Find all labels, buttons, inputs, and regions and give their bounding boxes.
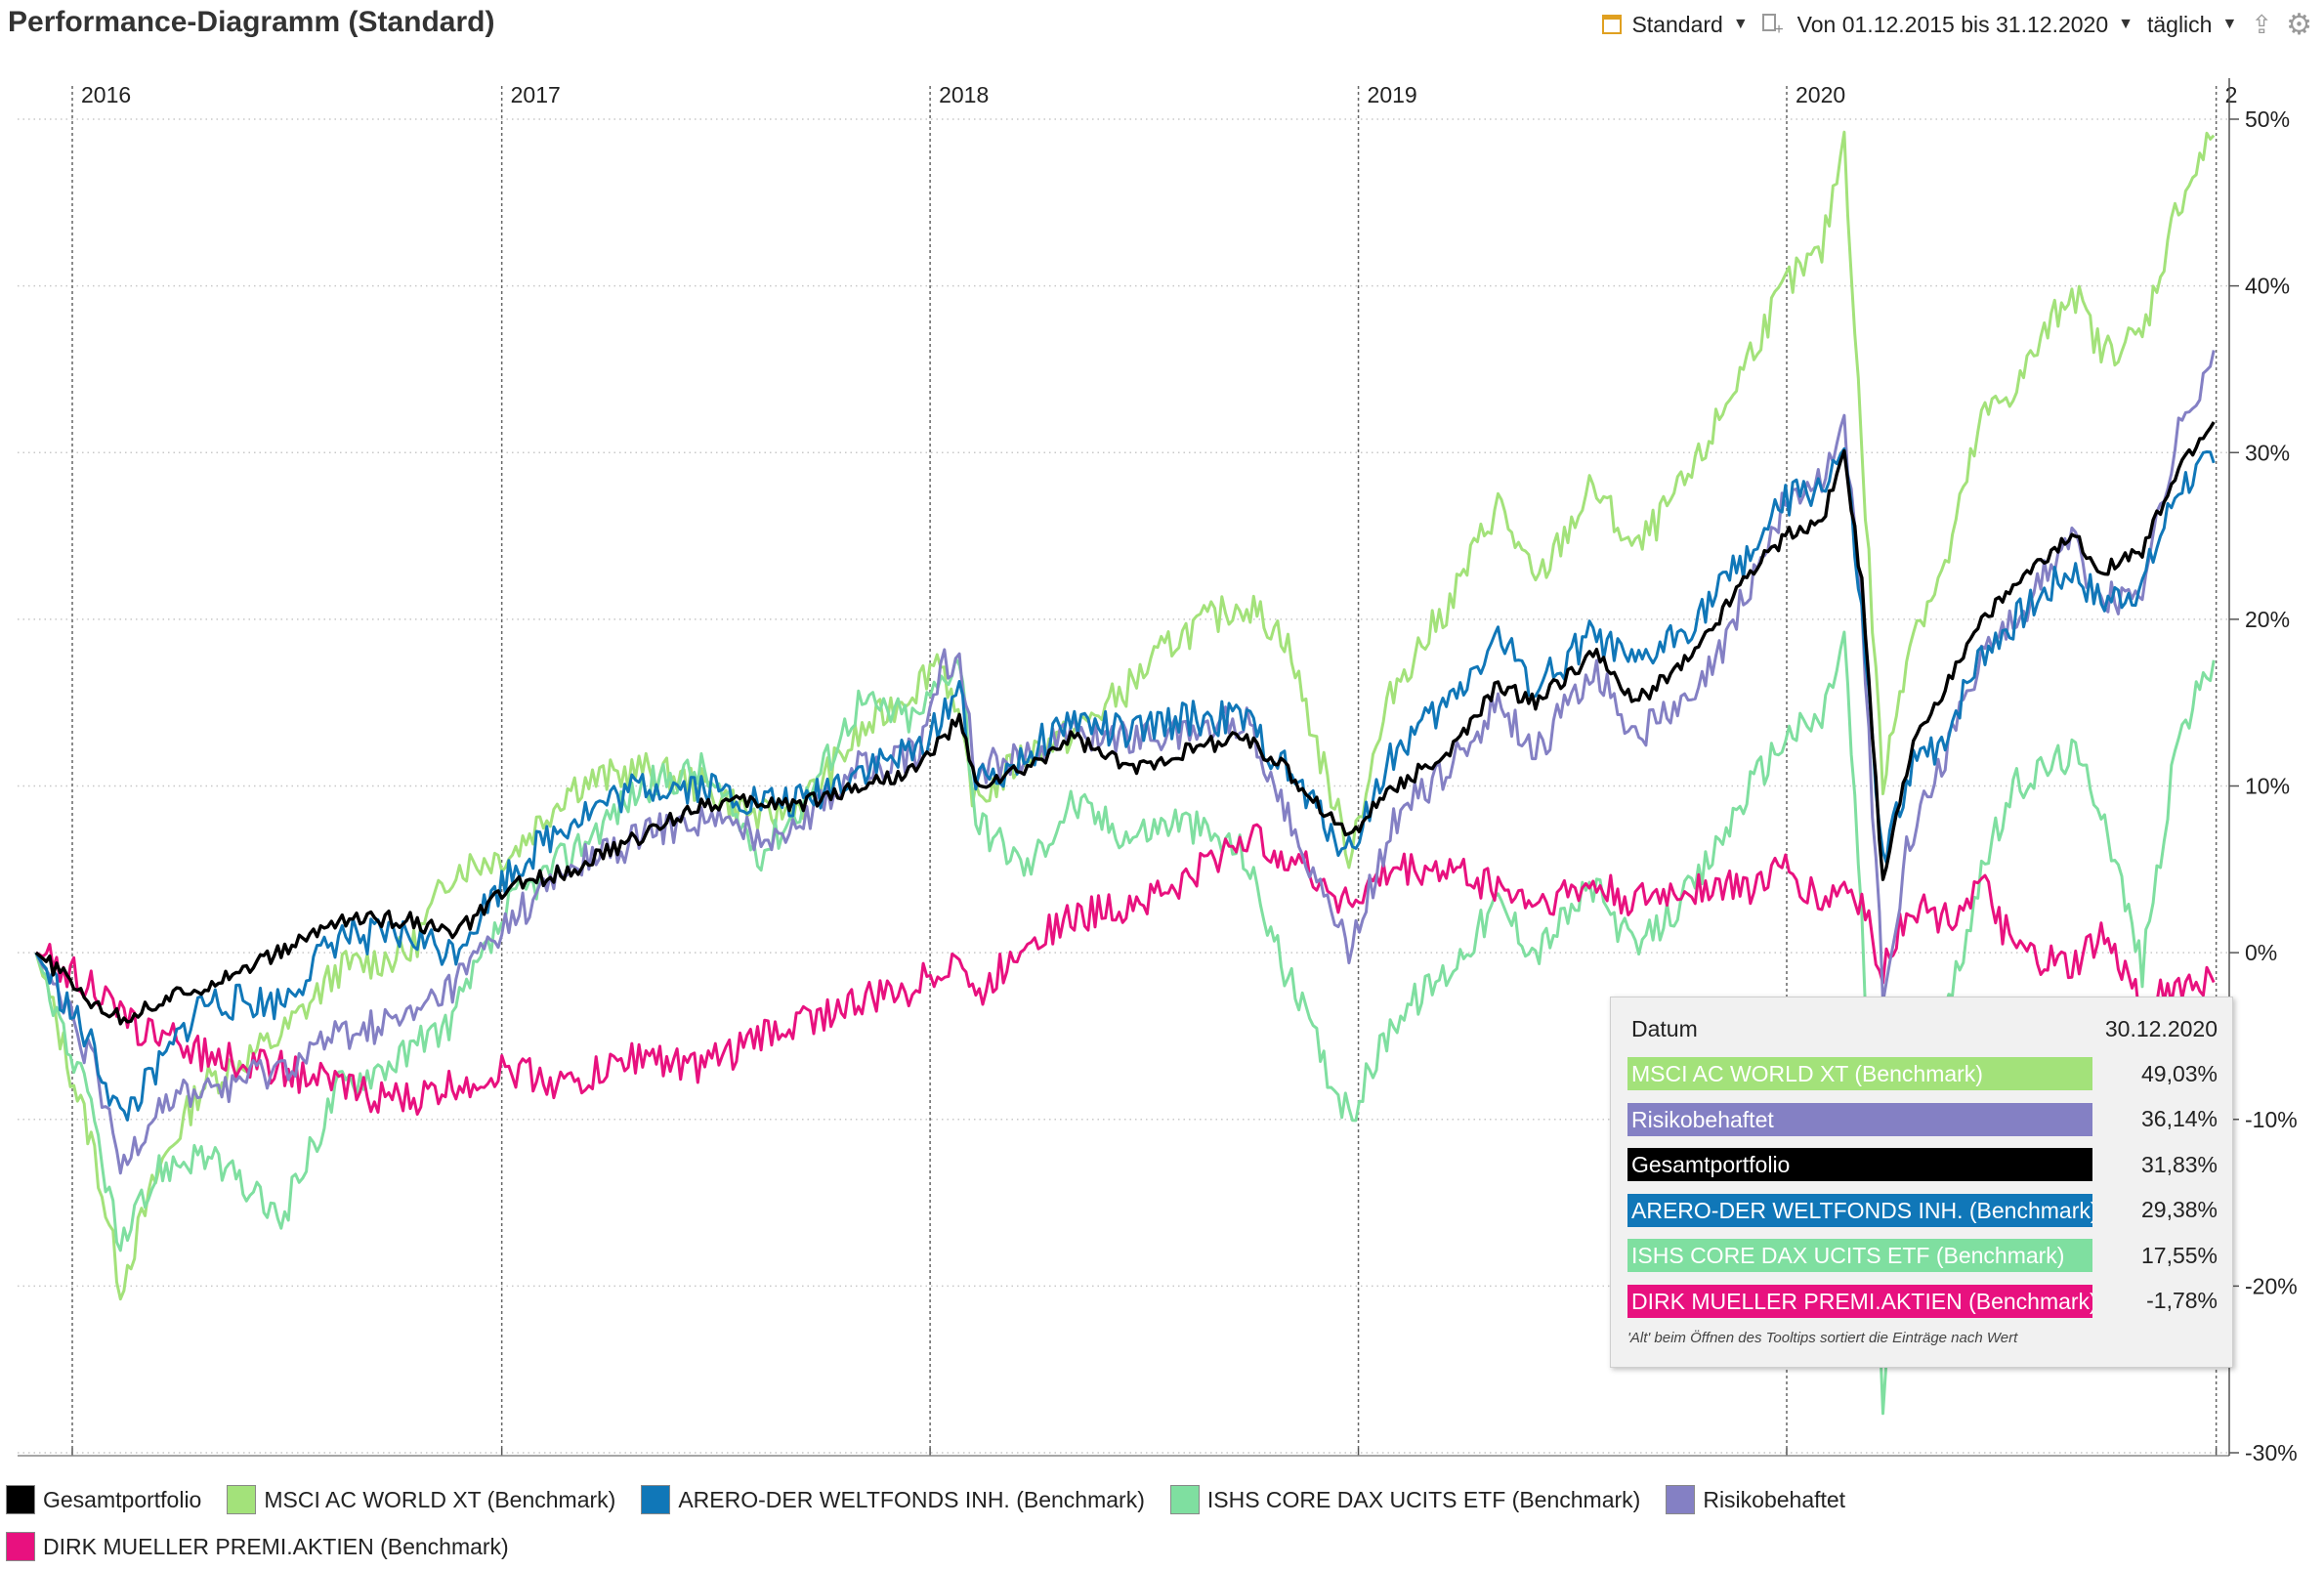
series-line-dirk[interactable] bbox=[35, 823, 2216, 1116]
legend-label: ARERO-DER WELTFONDS INH. (Benchmark) bbox=[678, 1486, 1145, 1512]
legend-item[interactable]: Gesamtportfolio bbox=[6, 1483, 201, 1516]
tooltip-row: DIRK MUELLER PREMI.AKTIEN (Benchmark) -1,… bbox=[1627, 1284, 2218, 1319]
y-tick-label: 30% bbox=[2245, 440, 2290, 465]
legend-label: Risikobehaftet bbox=[1703, 1486, 1846, 1512]
x-tick-label: 2016 bbox=[81, 82, 131, 107]
chevron-down-icon: ▼ bbox=[2118, 16, 2134, 32]
x-axis: 2016 2017 2018 2019 2020 2 bbox=[18, 82, 2238, 1457]
tooltip-row: ARERO-DER WELTFONDS INH. (Benchmark) 29,3… bbox=[1627, 1193, 2218, 1228]
value-tooltip: Datum 30.12.2020 MSCI AC WORLD XT (Bench… bbox=[1610, 997, 2233, 1368]
interval-dropdown[interactable]: täglich ▼ bbox=[2147, 12, 2237, 38]
x-tick-label: 2017 bbox=[511, 82, 561, 107]
preset-dropdown[interactable]: Standard ▼ bbox=[1602, 11, 1749, 38]
tooltip-note: 'Alt' beim Öffnen des Tooltips sortiert … bbox=[1627, 1330, 2018, 1346]
legend-item[interactable]: ARERO-DER WELTFONDS INH. (Benchmark) bbox=[641, 1483, 1145, 1516]
tooltip-date-label: Datum bbox=[1631, 1016, 1698, 1041]
series-line-risiko[interactable] bbox=[34, 350, 2216, 1175]
preset-label: Standard bbox=[1631, 11, 1723, 37]
page-title: Performance-Diagramm (Standard) bbox=[8, 6, 495, 38]
upload-icon[interactable]: ⇪ bbox=[2251, 9, 2273, 39]
legend-item[interactable]: DIRK MUELLER PREMI.AKTIEN (Benchmark) bbox=[6, 1530, 509, 1563]
tooltip-date-row: Datum 30.12.2020 bbox=[1627, 1011, 2218, 1046]
tooltip-series-value: 17,55% bbox=[2140, 1242, 2218, 1268]
chart-toolbar: Standard ▼ Von 01.12.2015 bis 31.12.2020… bbox=[1602, 8, 2312, 41]
gear-icon[interactable]: ⚙ bbox=[2286, 8, 2312, 41]
y-tick-label: 20% bbox=[2245, 607, 2290, 632]
tooltip-series-value: 36,14% bbox=[2140, 1106, 2218, 1131]
legend-item[interactable]: ISHS CORE DAX UCITS ETF (Benchmark) bbox=[1169, 1483, 1641, 1516]
chevron-down-icon: ▼ bbox=[2221, 16, 2238, 32]
legend-label: ISHS CORE DAX UCITS ETF (Benchmark) bbox=[1206, 1486, 1641, 1512]
tooltip-series-label: MSCI AC WORLD XT (Benchmark) bbox=[1627, 1057, 2092, 1090]
interval-label: täglich bbox=[2146, 11, 2213, 37]
legend-swatch bbox=[6, 1532, 35, 1561]
legend-swatch bbox=[1666, 1485, 1696, 1514]
tooltip-row: Gesamtportfolio 31,83% bbox=[1627, 1147, 2218, 1182]
x-tick-label: 2019 bbox=[1368, 82, 1417, 107]
tooltip-series-label: Risikobehaftet bbox=[1627, 1102, 2092, 1136]
tooltip-series-label: Gesamtportfolio bbox=[1627, 1148, 2092, 1181]
legend-label: DIRK MUELLER PREMI.AKTIEN (Benchmark) bbox=[43, 1533, 509, 1559]
y-tick-label: -30% bbox=[2245, 1440, 2298, 1465]
chevron-down-icon: ▼ bbox=[1732, 16, 1749, 32]
y-tick-label: -20% bbox=[2245, 1273, 2298, 1298]
legend-swatch bbox=[641, 1485, 671, 1514]
tooltip-series-value: 31,83% bbox=[2140, 1151, 2218, 1177]
series-line-gesamt[interactable] bbox=[34, 421, 2216, 1026]
tooltip-row: Risikobehaftet 36,14% bbox=[1627, 1102, 2218, 1137]
y-tick-label: 50% bbox=[2245, 106, 2290, 132]
series-lines bbox=[34, 130, 2216, 1416]
add-window-icon[interactable] bbox=[1761, 14, 1784, 39]
legend-item[interactable]: Risikobehaftet bbox=[1666, 1483, 1845, 1516]
tooltip-series-value: -1,78% bbox=[2146, 1288, 2218, 1313]
y-tick-label: 0% bbox=[2245, 940, 2277, 965]
tooltip-series-label: ARERO-DER WELTFONDS INH. (Benchmark) bbox=[1627, 1193, 2092, 1227]
period-dropdown[interactable]: Von 01.12.2015 bis 31.12.2020 ▼ bbox=[1797, 12, 2134, 38]
chart-legend: Gesamtportfolio MSCI AC WORLD XT (Benchma… bbox=[6, 1483, 1940, 1563]
x-tick-label: 2 bbox=[2225, 82, 2238, 107]
legend-label: MSCI AC WORLD XT (Benchmark) bbox=[264, 1486, 616, 1512]
x-tick-label: 2018 bbox=[939, 82, 989, 107]
tooltip-series-label: DIRK MUELLER PREMI.AKTIEN (Benchmark) bbox=[1627, 1284, 2092, 1318]
tooltip-series-value: 29,38% bbox=[2140, 1197, 2218, 1222]
legend-label: Gesamtportfolio bbox=[43, 1486, 202, 1512]
series-line-ishs[interactable] bbox=[34, 630, 2216, 1416]
tooltip-series-value: 49,03% bbox=[2140, 1060, 2218, 1086]
calendar-icon bbox=[1602, 15, 1623, 34]
y-axis: 50% 40% 30% 20% 10% 0% -10% -20% -30% bbox=[2228, 78, 2298, 1465]
tooltip-row: MSCI AC WORLD XT (Benchmark) 49,03% bbox=[1627, 1056, 2218, 1091]
tooltip-series-label: ISHS CORE DAX UCITS ETF (Benchmark) bbox=[1627, 1239, 2092, 1272]
legend-item[interactable]: MSCI AC WORLD XT (Benchmark) bbox=[227, 1483, 615, 1516]
legend-swatch bbox=[227, 1485, 257, 1514]
x-tick-label: 2020 bbox=[1796, 82, 1845, 107]
legend-swatch bbox=[1169, 1485, 1200, 1514]
tooltip-date-value: 30.12.2020 bbox=[2104, 1015, 2218, 1041]
legend-swatch bbox=[6, 1485, 35, 1514]
y-tick-label: 10% bbox=[2245, 774, 2290, 799]
tooltip-row: ISHS CORE DAX UCITS ETF (Benchmark) 17,55… bbox=[1627, 1238, 2218, 1273]
period-label: Von 01.12.2015 bis 31.12.2020 bbox=[1796, 11, 2109, 37]
y-tick-label: -10% bbox=[2245, 1107, 2298, 1132]
y-tick-label: 40% bbox=[2245, 274, 2290, 299]
